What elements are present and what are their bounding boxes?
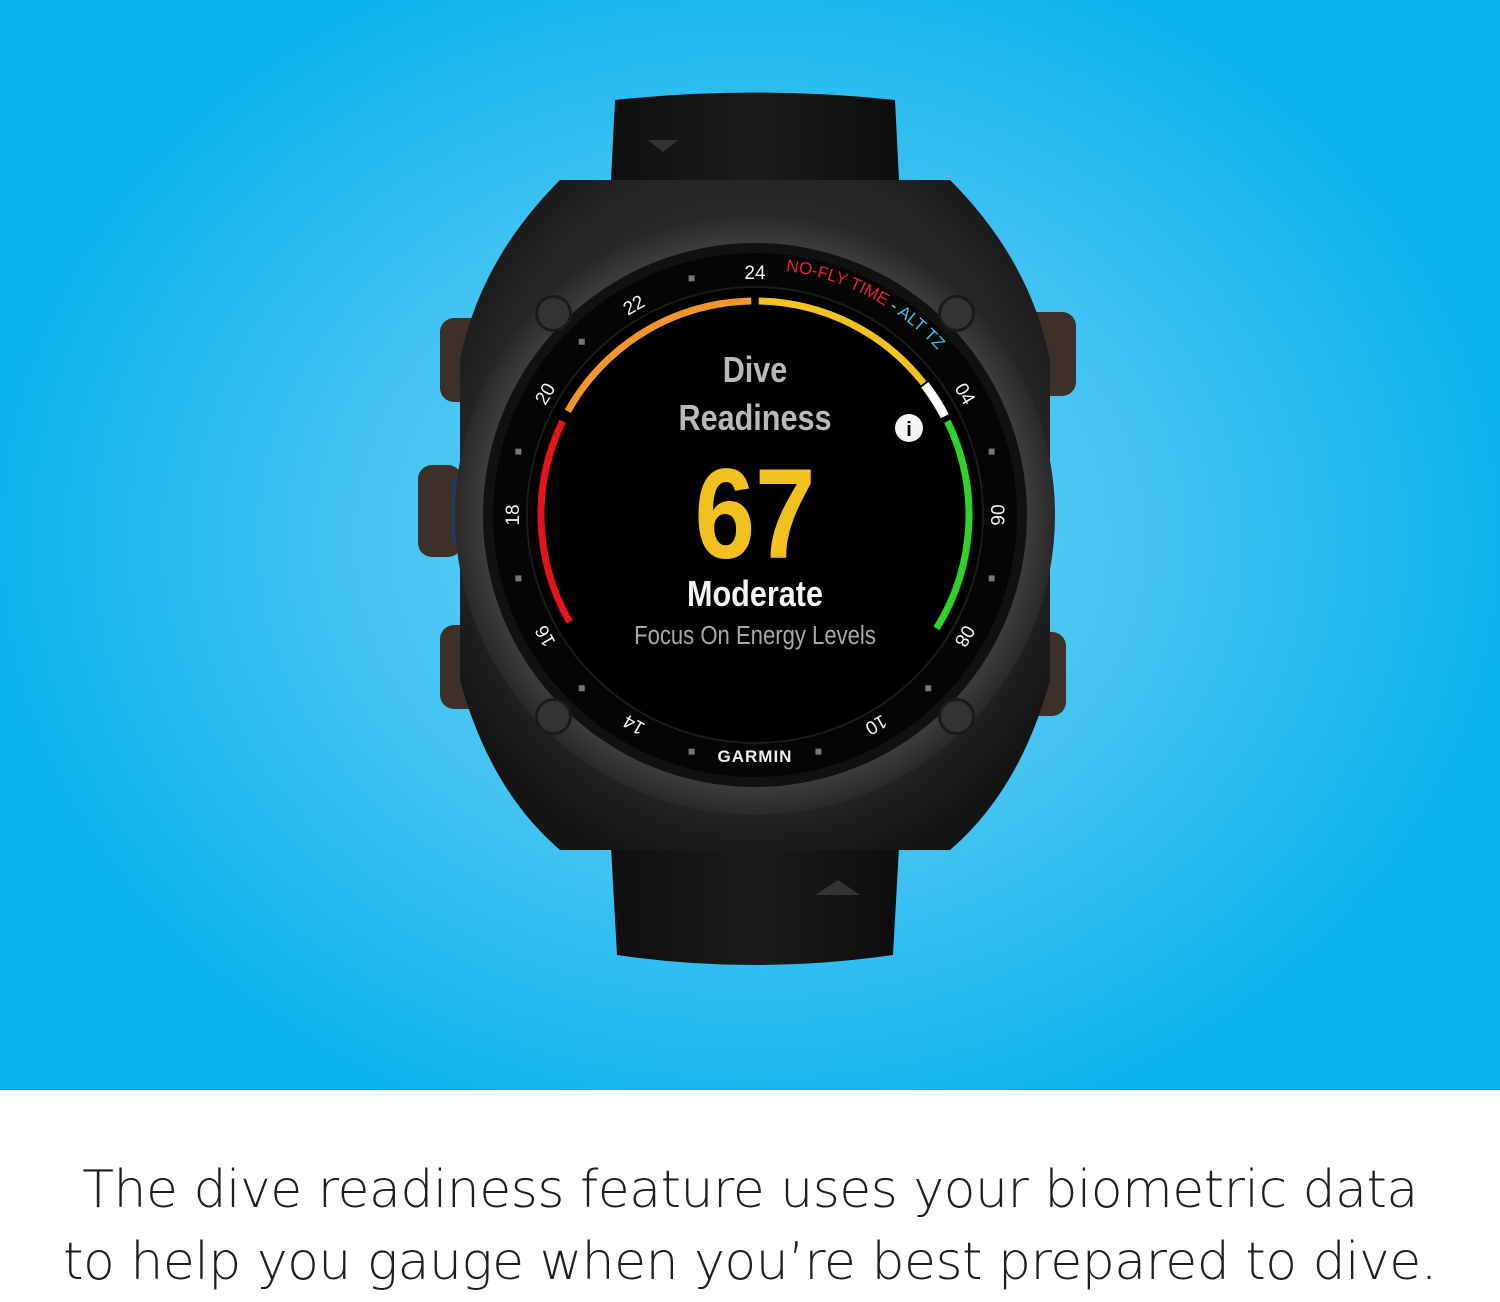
caption-line-2: to help you gauge when you’re best prepa… [63, 1232, 1437, 1292]
screen-title-line1: Dive [723, 351, 788, 391]
bezel-tick [515, 575, 522, 582]
button-mid-left[interactable] [418, 465, 462, 557]
bezel-tick [578, 338, 585, 345]
bezel-tick [815, 748, 822, 755]
bezel-screw [534, 698, 572, 736]
bezel-tick [925, 685, 932, 692]
bezel-tick [988, 575, 995, 582]
strap-arrow-icon [815, 880, 860, 895]
bezel-screw [534, 294, 572, 332]
brand-logo: GARMIN [718, 747, 793, 766]
gauge-orange-segment [564, 297, 752, 413]
bezel-hour-label: 24 [744, 263, 766, 284]
bezel-hour-label: 06 [986, 504, 1007, 525]
gauge-current-marker [921, 381, 949, 419]
readiness-status: Moderate [687, 575, 823, 615]
gauge-green-segment [933, 419, 973, 631]
info-icon[interactable]: i [895, 414, 923, 442]
caption-panel: The dive readiness feature uses your bio… [0, 1090, 1500, 1302]
bezel-tick [578, 685, 585, 692]
bezel-screw [938, 294, 976, 332]
gauge-red-segment [537, 419, 573, 624]
readiness-score: 67 [694, 443, 815, 586]
readiness-advice: Focus On Energy Levels [634, 621, 876, 650]
bezel-screw [938, 698, 976, 736]
strap-arrow-icon [648, 140, 678, 152]
gauge-yellow-segment [758, 297, 927, 386]
screen-title-line2: Readiness [678, 399, 831, 439]
watch-screen [526, 286, 984, 744]
bezel-hour-label: 18 [503, 504, 524, 525]
bezel-tick [515, 448, 522, 455]
svg-text:i: i [906, 419, 912, 441]
bezel-tick [988, 448, 995, 455]
bezel-tick [688, 748, 695, 755]
bezel-tick [688, 275, 695, 282]
caption-line-1: The dive readiness feature uses your bio… [82, 1160, 1418, 1220]
